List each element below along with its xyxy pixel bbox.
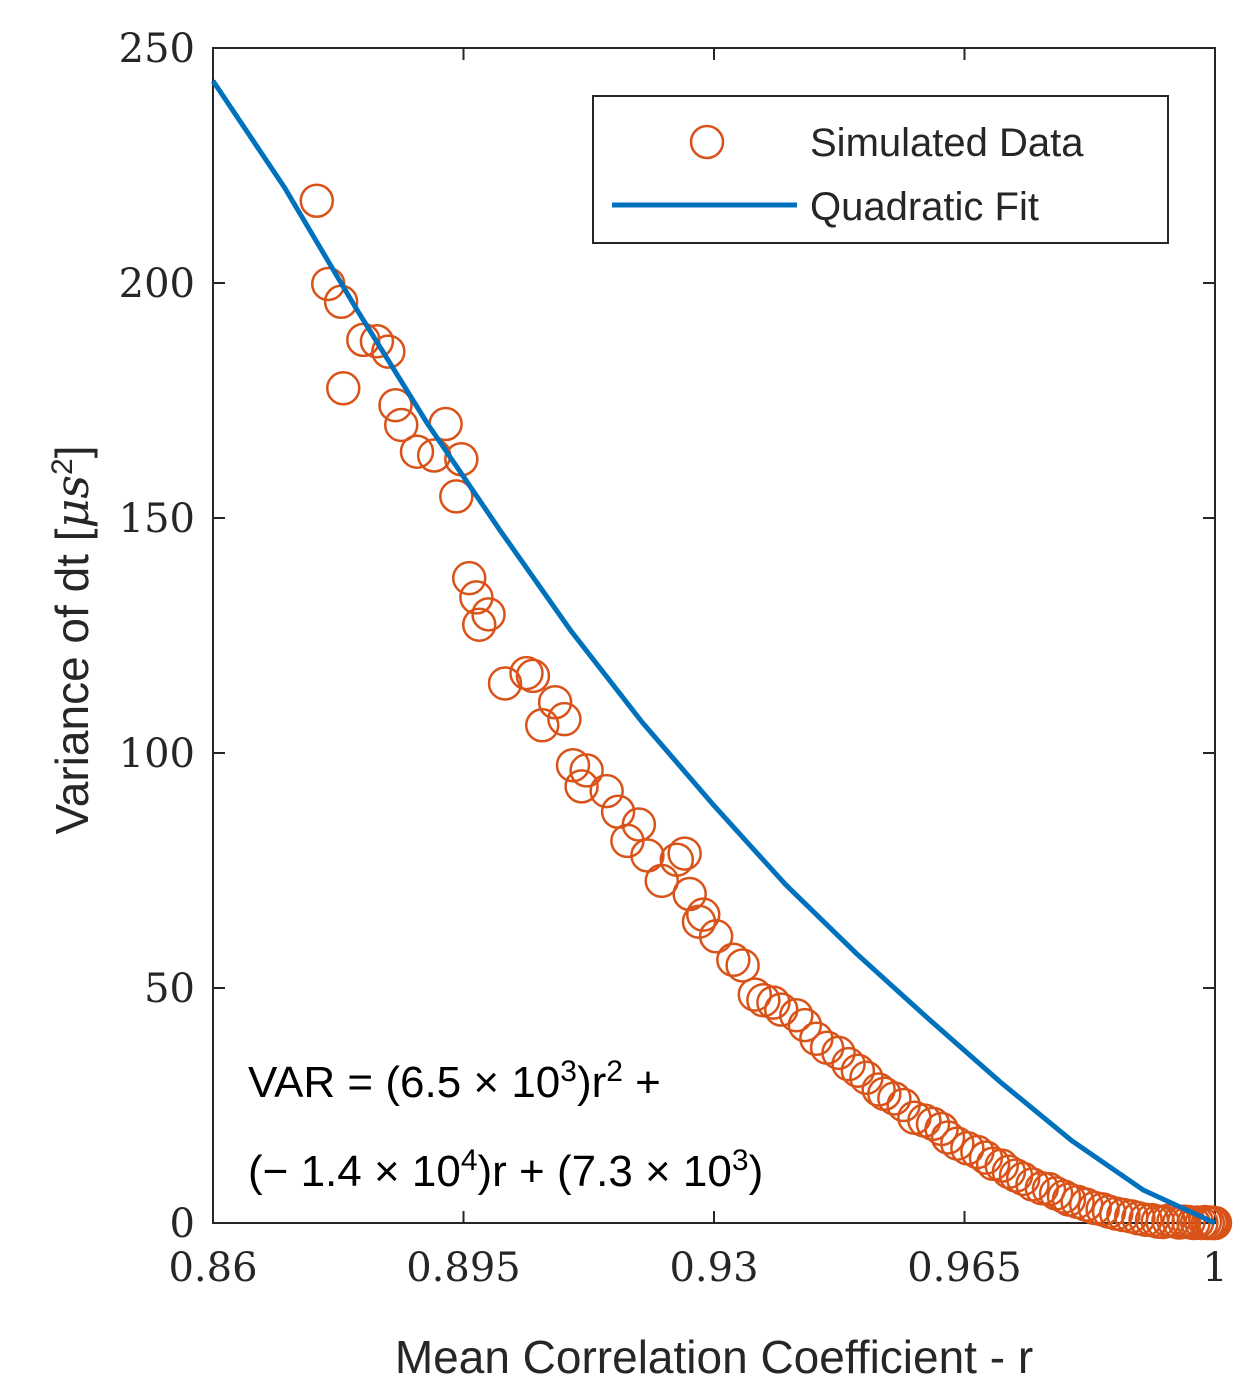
data-point	[621, 807, 657, 842]
data-point	[299, 183, 335, 218]
data-point	[487, 666, 523, 701]
y-axis-label: Variance of dt [μs2]	[45, 446, 99, 835]
data-point	[537, 684, 573, 720]
data-point	[509, 655, 544, 691]
data-point	[1197, 1205, 1233, 1241]
fit-equation-line-1: VAR = (6.5 × 103)r2 +	[248, 1055, 661, 1108]
legend-box	[592, 95, 1169, 244]
data-point	[725, 948, 760, 983]
simulated-data-markers	[299, 183, 1233, 1241]
data-point	[756, 985, 791, 1020]
y-axis-ticks: 0 50 100 150 200 250	[119, 26, 1215, 1247]
data-point	[1046, 1179, 1082, 1214]
x-tick-label: 0.93	[669, 1245, 758, 1291]
x-axis-label: Mean Correlation Coefficient - r	[395, 1331, 1033, 1383]
data-point	[547, 701, 582, 737]
data-point	[439, 479, 474, 514]
y-tick-label: 250	[119, 26, 195, 72]
data-point	[399, 434, 435, 469]
data-point	[471, 597, 506, 632]
data-point	[451, 560, 487, 596]
data-point	[524, 708, 560, 743]
data-point	[461, 607, 497, 642]
data-point	[831, 1046, 866, 1082]
data-point	[555, 747, 591, 783]
x-axis-ticks: 0.86 0.895 0.93 0.965 1	[168, 48, 1228, 1291]
data-point	[1005, 1161, 1041, 1197]
legend: Simulated Data Quadratic Fit	[592, 95, 1169, 244]
data-point	[840, 1053, 876, 1088]
data-point	[787, 1007, 823, 1043]
data-point	[371, 334, 406, 369]
data-point	[698, 919, 734, 954]
data-point	[659, 842, 695, 877]
x-tick-label: 1	[1202, 1245, 1227, 1291]
data-point	[737, 977, 773, 1012]
data-point	[459, 580, 494, 615]
x-tick-label: 0.86	[168, 1245, 257, 1291]
data-point	[667, 836, 702, 871]
data-point	[359, 324, 395, 359]
data-point	[930, 1120, 966, 1155]
data-point	[326, 371, 361, 406]
data-point	[378, 387, 413, 423]
data-point	[569, 753, 604, 788]
x-tick-label: 0.965	[907, 1245, 1022, 1291]
quadratic-fit-line	[210, 79, 1217, 1226]
y-tick-label: 100	[119, 731, 195, 777]
y-tick-label: 0	[170, 1201, 195, 1247]
data-point	[877, 1081, 912, 1116]
fit-equation-line-2: (− 1.4 × 104)r + (7.3 × 103)	[248, 1144, 763, 1197]
legend-label-quadratic-fit: Quadratic Fit	[810, 185, 1039, 229]
data-point	[779, 998, 814, 1033]
y-tick-label: 200	[119, 261, 195, 307]
legend-marker-simulated-data	[689, 124, 725, 160]
data-point	[383, 407, 419, 443]
data-point	[564, 769, 599, 804]
data-point	[821, 1035, 856, 1071]
legend-label-simulated-data: Simulated Data	[810, 121, 1084, 165]
data-point	[589, 773, 624, 809]
data-point	[716, 942, 751, 978]
data-point	[861, 1072, 896, 1107]
y-tick-label: 50	[144, 966, 195, 1012]
data-point	[764, 992, 799, 1027]
data-point	[515, 658, 551, 694]
y-tick-label: 150	[119, 496, 195, 542]
x-tick-label: 0.895	[406, 1245, 521, 1291]
data-point	[1031, 1171, 1067, 1207]
data-point	[686, 897, 721, 932]
